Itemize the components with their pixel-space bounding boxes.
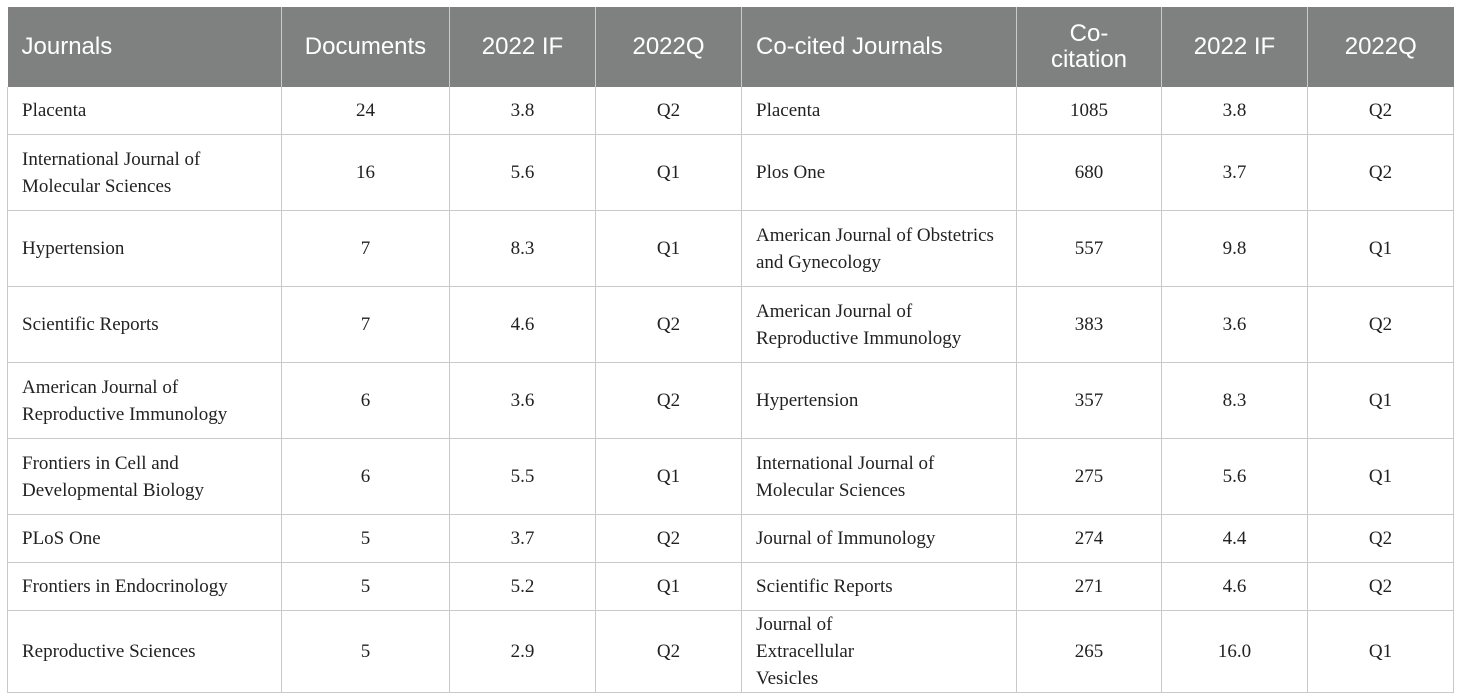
co-cited-impact-factor-cell: 3.7 <box>1161 134 1308 211</box>
co-cited-journal-cell: Plos One <box>741 134 1017 211</box>
table-row: Hypertension 7 8.3 Q1 American Journal o… <box>7 210 1454 287</box>
co-cited-journal-cell: American Journal of Reproductive Immunol… <box>741 286 1017 363</box>
co-cited-quartile-cell: Q1 <box>1307 210 1454 287</box>
impact-factor-cell: 2.9 <box>449 610 596 693</box>
header-quartile-left: 2022Q <box>595 7 742 87</box>
journal-cell: PLoS One <box>7 514 282 563</box>
documents-cell: 5 <box>281 562 450 611</box>
co-citation-cell: 1085 <box>1016 87 1162 135</box>
co-cited-quartile-cell: Q2 <box>1307 562 1454 611</box>
impact-factor-cell: 3.7 <box>449 514 596 563</box>
header-co-citation: Co- citation <box>1016 7 1162 87</box>
header-documents: Documents <box>281 7 450 87</box>
co-cited-quartile-cell: Q1 <box>1307 438 1454 515</box>
journal-cell: Frontiers in Endocrinology <box>7 562 282 611</box>
table-body: Placenta 24 3.8 Q2 Placenta 1085 3.8 Q2 … <box>7 87 1454 693</box>
impact-factor-cell: 4.6 <box>449 286 596 363</box>
journal-cell: Hypertension <box>7 210 282 287</box>
documents-cell: 5 <box>281 610 450 693</box>
journal-cell: Scientific Reports <box>7 286 282 363</box>
journal-table: Journals Documents 2022 IF 2022Q Co-cite… <box>7 7 1454 693</box>
co-cited-impact-factor-cell: 9.8 <box>1161 210 1308 287</box>
documents-cell: 5 <box>281 514 450 563</box>
table-row: Frontiers in Cell and Developmental Biol… <box>7 438 1454 515</box>
co-cited-quartile-cell: Q2 <box>1307 87 1454 135</box>
co-cited-journal-cell: Journal of Immunology <box>741 514 1017 563</box>
documents-cell: 24 <box>281 87 450 135</box>
co-cited-quartile-cell: Q2 <box>1307 134 1454 211</box>
table-row: International Journal of Molecular Scien… <box>7 134 1454 211</box>
quartile-cell: Q1 <box>595 210 742 287</box>
co-cited-impact-factor-cell: 8.3 <box>1161 362 1308 439</box>
co-citation-cell: 275 <box>1016 438 1162 515</box>
co-citation-cell: 557 <box>1016 210 1162 287</box>
journal-cell: Placenta <box>7 87 282 135</box>
table-header: Journals Documents 2022 IF 2022Q Co-cite… <box>7 7 1454 87</box>
co-cited-journal-cell: Placenta <box>741 87 1017 135</box>
impact-factor-cell: 5.5 <box>449 438 596 515</box>
header-quartile-right: 2022Q <box>1307 7 1454 87</box>
impact-factor-cell: 3.6 <box>449 362 596 439</box>
table-row: Reproductive Sciences 5 2.9 Q2 Journal o… <box>7 610 1454 693</box>
quartile-cell: Q2 <box>595 362 742 439</box>
quartile-cell: Q2 <box>595 286 742 363</box>
quartile-cell: Q1 <box>595 438 742 515</box>
documents-cell: 16 <box>281 134 450 211</box>
table-row: Scientific Reports 7 4.6 Q2 American Jou… <box>7 286 1454 363</box>
co-cited-quartile-cell: Q2 <box>1307 286 1454 363</box>
table-row: Placenta 24 3.8 Q2 Placenta 1085 3.8 Q2 <box>7 87 1454 135</box>
documents-cell: 6 <box>281 362 450 439</box>
co-cited-impact-factor-cell: 3.8 <box>1161 87 1308 135</box>
co-cited-journal-cell: International Journal of Molecular Scien… <box>741 438 1017 515</box>
impact-factor-cell: 5.2 <box>449 562 596 611</box>
co-cited-impact-factor-cell: 3.6 <box>1161 286 1308 363</box>
journal-table-container: Journals Documents 2022 IF 2022Q Co-cite… <box>7 7 1454 693</box>
co-cited-impact-factor-cell: 5.6 <box>1161 438 1308 515</box>
co-cited-journal-cell: Hypertension <box>741 362 1017 439</box>
documents-cell: 6 <box>281 438 450 515</box>
table-row: Frontiers in Endocrinology 5 5.2 Q1 Scie… <box>7 562 1454 611</box>
quartile-cell: Q2 <box>595 610 742 693</box>
journal-cell: Reproductive Sciences <box>7 610 282 693</box>
co-citation-cell: 357 <box>1016 362 1162 439</box>
co-cited-impact-factor-cell: 4.4 <box>1161 514 1308 563</box>
quartile-cell: Q1 <box>595 134 742 211</box>
co-cited-impact-factor-cell: 16.0 <box>1161 610 1308 693</box>
co-cited-journal-cell: Journal of Extracellular Vesicles <box>741 610 1017 693</box>
header-row: Journals Documents 2022 IF 2022Q Co-cite… <box>7 7 1454 87</box>
co-citation-cell: 265 <box>1016 610 1162 693</box>
header-journals: Journals <box>7 7 282 87</box>
quartile-cell: Q2 <box>595 87 742 135</box>
header-if-left: 2022 IF <box>449 7 596 87</box>
co-citation-cell: 383 <box>1016 286 1162 363</box>
table-row: PLoS One 5 3.7 Q2 Journal of Immunology … <box>7 514 1454 563</box>
co-citation-cell: 274 <box>1016 514 1162 563</box>
header-co-cited-journals: Co-cited Journals <box>741 7 1017 87</box>
impact-factor-cell: 5.6 <box>449 134 596 211</box>
documents-cell: 7 <box>281 210 450 287</box>
journal-cell: American Journal of Reproductive Immunol… <box>7 362 282 439</box>
journal-cell: Frontiers in Cell and Developmental Biol… <box>7 438 282 515</box>
co-cited-quartile-cell: Q1 <box>1307 610 1454 693</box>
header-if-right: 2022 IF <box>1161 7 1308 87</box>
co-cited-quartile-cell: Q2 <box>1307 514 1454 563</box>
co-citation-cell: 271 <box>1016 562 1162 611</box>
impact-factor-cell: 3.8 <box>449 87 596 135</box>
quartile-cell: Q1 <box>595 562 742 611</box>
co-cited-journal-cell: American Journal of Obstetrics and Gynec… <box>741 210 1017 287</box>
quartile-cell: Q2 <box>595 514 742 563</box>
journal-cell: International Journal of Molecular Scien… <box>7 134 282 211</box>
co-cited-journal-cell: Scientific Reports <box>741 562 1017 611</box>
co-cited-impact-factor-cell: 4.6 <box>1161 562 1308 611</box>
impact-factor-cell: 8.3 <box>449 210 596 287</box>
documents-cell: 7 <box>281 286 450 363</box>
co-citation-cell: 680 <box>1016 134 1162 211</box>
co-cited-quartile-cell: Q1 <box>1307 362 1454 439</box>
table-row: American Journal of Reproductive Immunol… <box>7 362 1454 439</box>
